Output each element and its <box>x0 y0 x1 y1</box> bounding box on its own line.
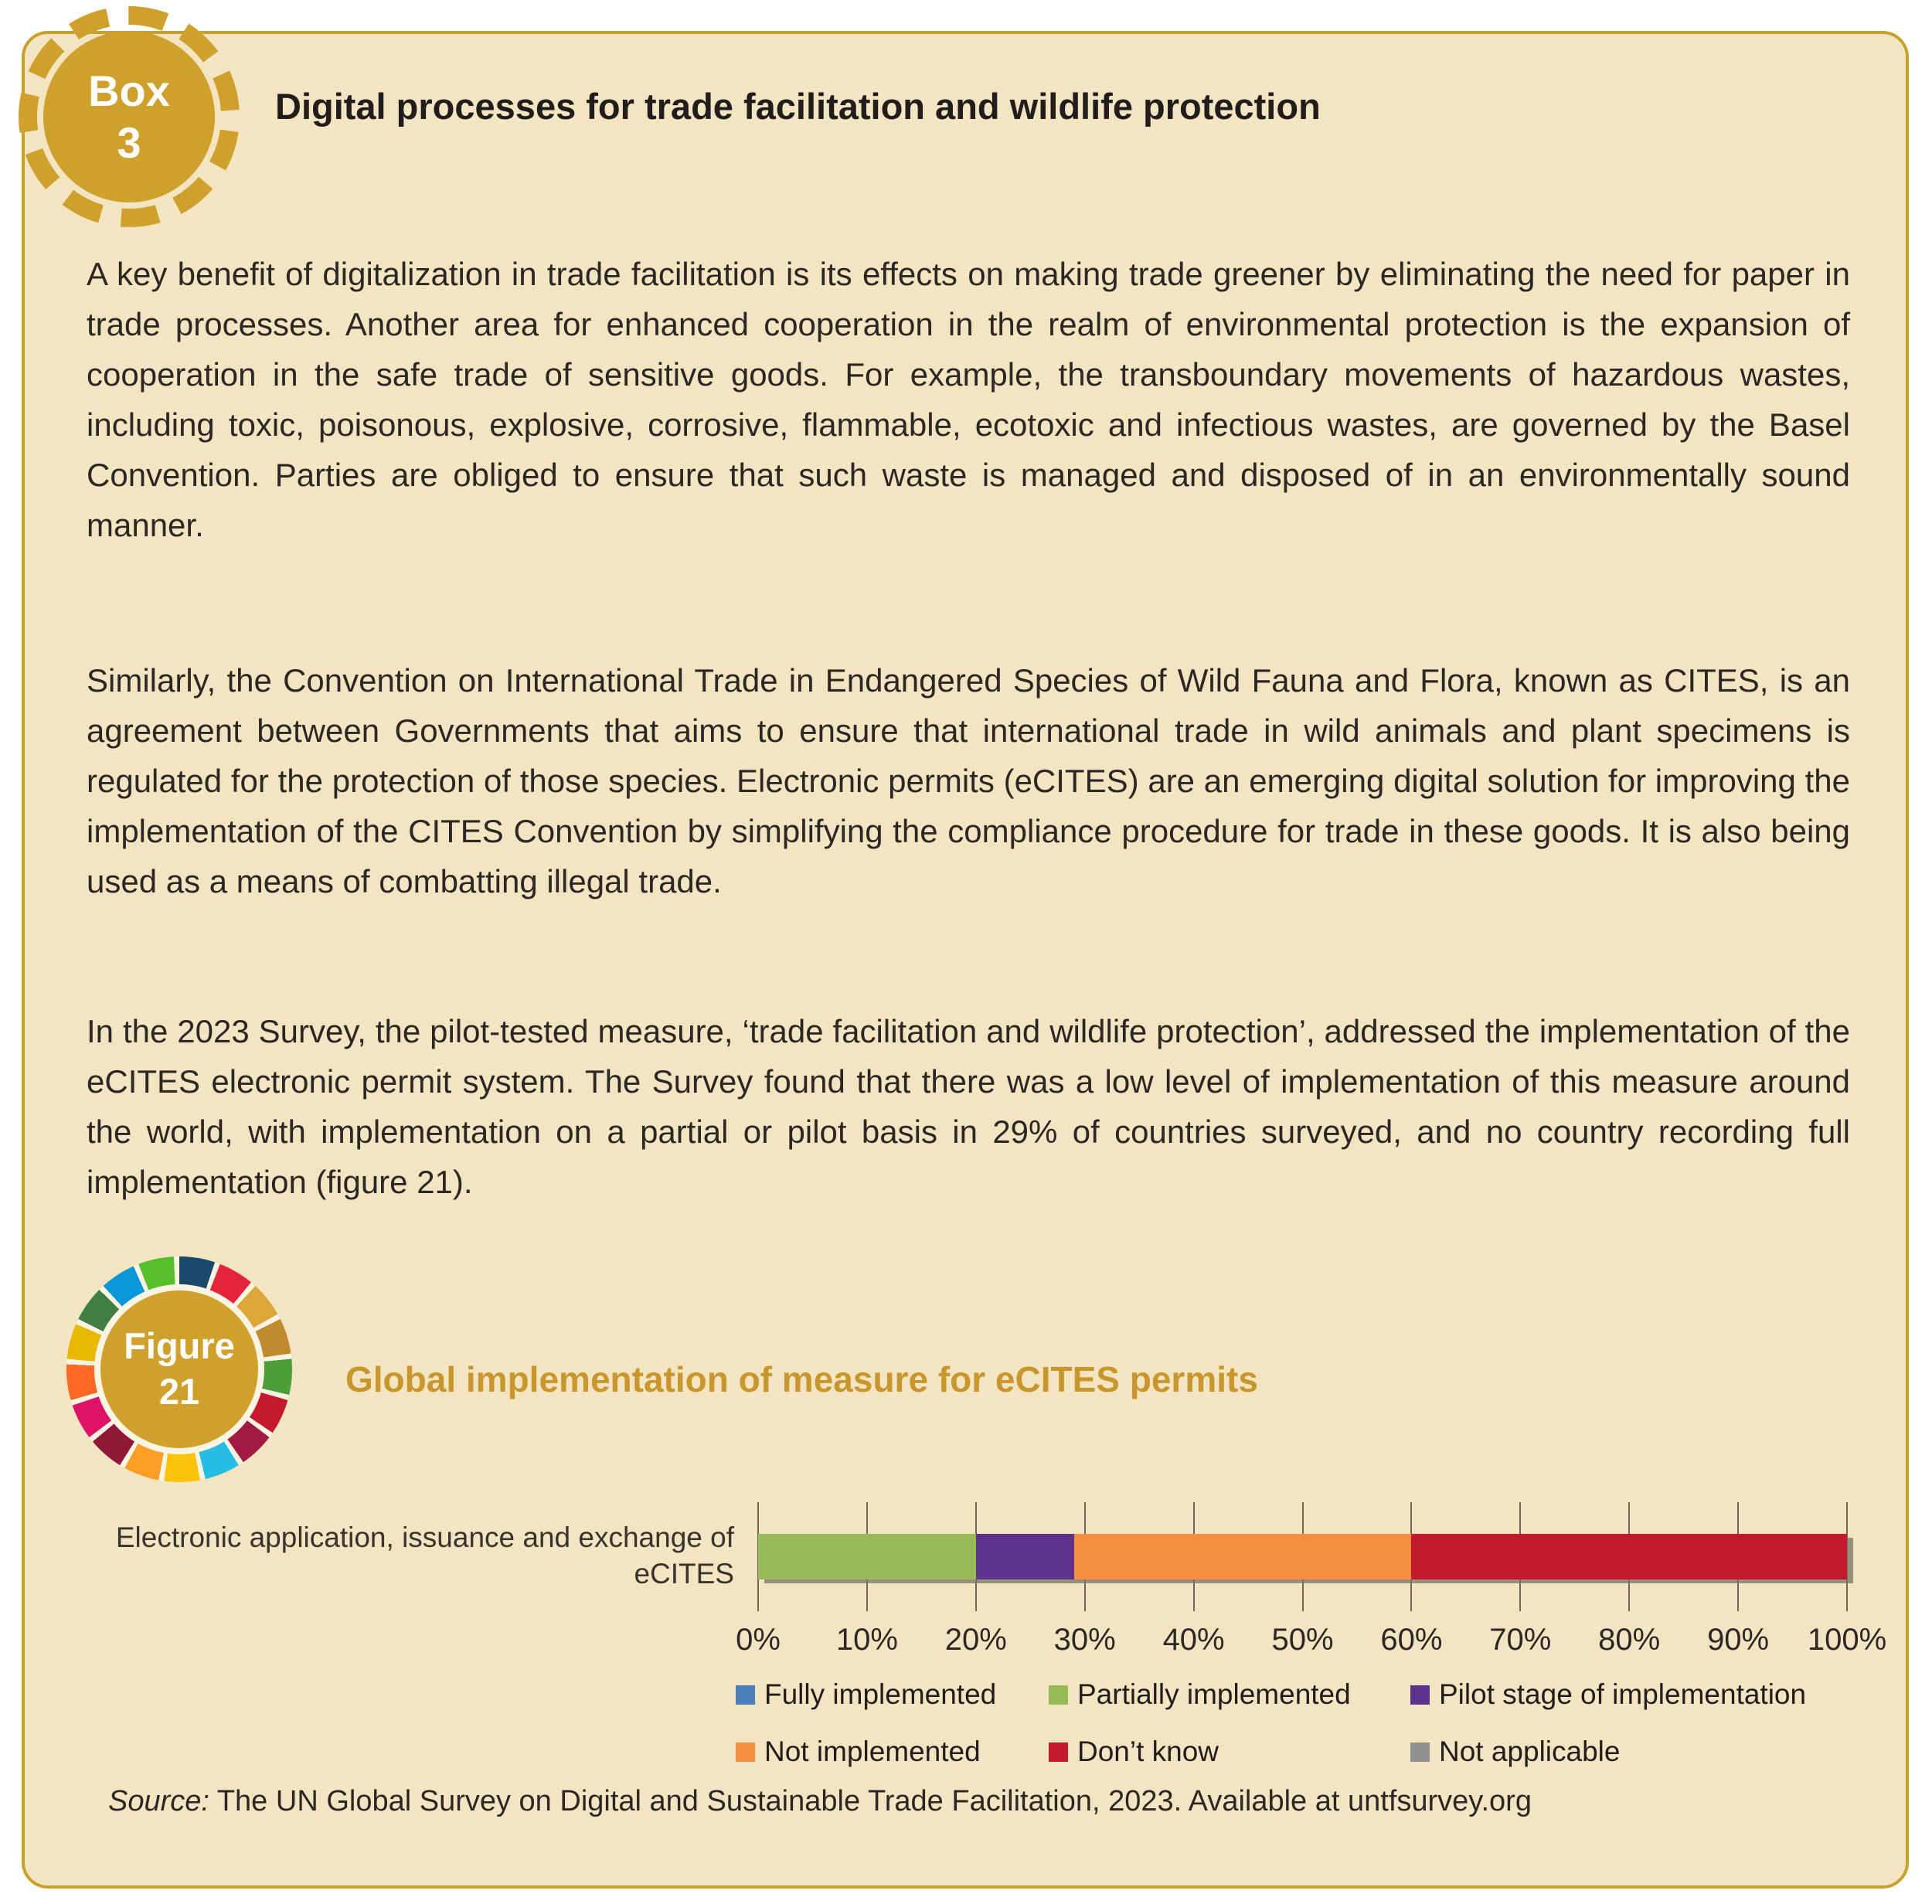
legend-label: Pilot stage of implementation <box>1439 1678 1807 1710</box>
legend-item: Pilot stage of implementation <box>1410 1678 1806 1711</box>
axis-tick-label: 50% <box>1271 1623 1334 1657</box>
bar-segment <box>758 1534 976 1579</box>
paragraph-1: A key benefit of digitalization in trade… <box>87 256 1850 543</box>
axis-tick-label: 30% <box>1053 1623 1116 1657</box>
legend-item: Partially implemented <box>1049 1678 1410 1711</box>
source-text: The UN Global Survey on Digital and Sust… <box>209 1785 1532 1817</box>
paragraph-2: Similarly, the Convention on Internation… <box>87 662 1850 899</box>
legend-item: Not implemented <box>736 1736 1049 1768</box>
box-badge-core: Box 3 <box>43 31 215 202</box>
axis-tick-label: 60% <box>1380 1623 1443 1657</box>
source-prefix: Source: <box>108 1785 209 1817</box>
chart-plot-area <box>757 1502 1848 1611</box>
figure-badge-core: Figure 21 <box>100 1290 258 1448</box>
axis-tick-label: 100% <box>1807 1623 1887 1657</box>
legend-item: Fully implemented <box>736 1678 1049 1711</box>
legend-item: Don’t know <box>1049 1736 1410 1768</box>
chart-category-label: Electronic application, issuance and exc… <box>115 1522 734 1590</box>
legend-swatch-icon <box>736 1742 755 1762</box>
axis-tick-label: 0% <box>736 1623 781 1657</box>
box-badge: Box 3 <box>19 6 240 227</box>
bar-segment <box>975 1534 1074 1579</box>
legend-swatch-icon <box>1410 1742 1430 1762</box>
axis-tick-label: 80% <box>1598 1623 1661 1657</box>
chart-x-axis: 0% 10% 20% 30% 40% 50% 60% 70% 80% 90% 100% <box>736 1623 1886 1661</box>
legend-swatch-icon <box>1049 1685 1068 1705</box>
figure-badge-word: Figure <box>124 1325 235 1367</box>
box-title: Digital processes for trade facilitation… <box>275 86 1321 127</box>
box-badge-number: 3 <box>117 118 141 167</box>
bar-segment <box>1411 1534 1847 1579</box>
axis-tick-label: 10% <box>835 1623 898 1657</box>
stacked-bar <box>758 1534 1847 1579</box>
axis-tick-label: 70% <box>1489 1623 1552 1657</box>
figure-badge: Figure 21 <box>66 1256 292 1482</box>
axis-tick-label: 90% <box>1707 1623 1770 1657</box>
chart-legend: Fully implemented Partially implemented Pi… <box>736 1678 1806 1768</box>
legend-swatch-icon <box>736 1685 755 1705</box>
source-note: Source: The UN Global Survey on Digital … <box>108 1785 1532 1818</box>
legend-label: Don’t know <box>1077 1736 1219 1767</box>
legend-label: Partially implemented <box>1077 1678 1351 1710</box>
axis-tick <box>1846 1502 1848 1611</box>
legend-swatch-icon <box>1410 1685 1430 1705</box>
figure-title: Global implementation of measure for eCI… <box>345 1359 1258 1399</box>
legend-label: Fully implemented <box>764 1678 997 1710</box>
paragraph-3: In the 2023 Survey, the pilot-tested mea… <box>87 1013 1850 1200</box>
axis-tick-label: 20% <box>944 1623 1007 1657</box>
legend-label: Not applicable <box>1439 1736 1621 1767</box>
figure-badge-number: 21 <box>158 1371 200 1412</box>
legend-swatch-icon <box>1049 1742 1068 1762</box>
legend-item: Not applicable <box>1410 1736 1806 1768</box>
box-badge-word: Box <box>88 66 170 115</box>
legend-label: Not implemented <box>764 1736 981 1767</box>
bar-segment <box>1073 1534 1412 1579</box>
axis-tick-label: 40% <box>1162 1623 1225 1657</box>
